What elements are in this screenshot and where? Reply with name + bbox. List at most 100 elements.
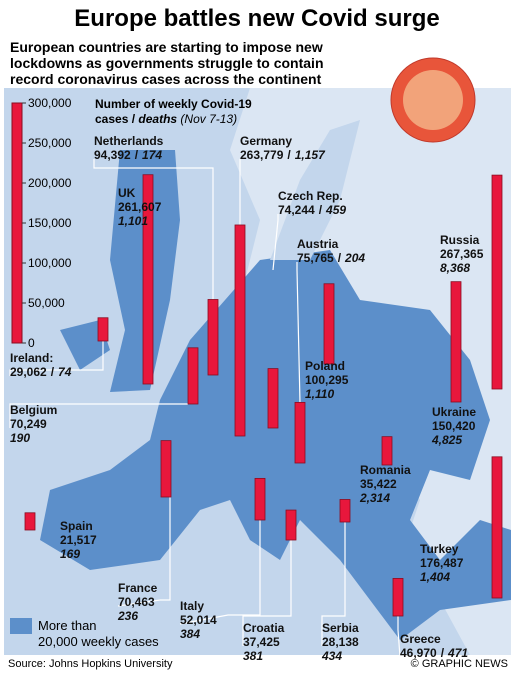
source: Source: Johns Hopkins University [8,658,173,670]
country-figures: 29,062 /74 [10,365,72,379]
legend-swatch [10,618,32,634]
country-name: Spain [60,519,93,533]
country-figures: 261,607 [118,200,162,214]
deaths-label: 2,314 [359,491,390,505]
scale-title: Number of weekly Covid-19 [95,97,252,111]
subtitle: European countries are starting to impos… [10,39,323,55]
country-figures: 21,517 [60,533,97,547]
case-bar [392,578,404,617]
case-bar [160,440,172,498]
scale-title: (Nov 7-13) [180,112,237,126]
scale-tick-label: 50,000 [28,296,65,310]
scale-tick-label: 150,000 [28,216,72,230]
deaths-label: 384 [180,627,200,641]
leader-line [117,497,171,607]
scale-bar [11,102,23,344]
deaths-label: 74 [58,365,72,379]
country-name: Germany [240,134,292,148]
deaths-label: 1,101 [118,214,148,228]
separator: / [319,203,323,217]
country-name: Belgium [10,403,57,417]
scale-tick-label: 0 [28,336,35,350]
country-name: Czech Rep. [278,189,343,203]
country-figures: 100,295 [305,373,349,387]
deaths-label: 1,110 [305,387,334,401]
leader-line [93,159,214,300]
deaths-label: 204 [344,251,365,265]
cases-label: 267,365 [440,247,484,261]
country-figures: 70,249 [10,417,47,431]
country-name: Romania [360,463,411,477]
country-name: Netherlands [94,134,164,148]
country-figures: 94,392 /174 [94,148,162,162]
cases-label: 75,765 [297,251,334,265]
country-figures: 74,244 /459 [278,203,346,217]
cases-label: 28,138 [322,635,359,649]
cases-label: 46,970 [400,646,437,660]
cases-label: 21,517 [60,533,97,547]
leader-line [321,522,346,646]
separator: / [441,646,445,660]
leader-line [242,540,292,646]
scale-tick-label: 250,000 [28,136,72,150]
subtitle: record coronavirus cases across the cont… [10,71,322,87]
case-bar [142,174,154,385]
country-name: Ireland: [10,351,53,365]
country-name: France [118,581,158,595]
country-figures: 75,765 /204 [297,251,365,265]
case-bar [24,512,36,531]
virus-icon [390,57,476,143]
country-figures: 150,420 [432,419,476,433]
deaths-label: 434 [321,649,342,663]
case-bar [234,224,246,437]
case-bar [450,281,462,403]
cases-label: 35,422 [360,477,397,491]
cases-label: 176,487 [420,556,464,570]
cases-label: 94,392 [94,148,131,162]
country-figures: 28,138 [322,635,359,649]
map-layer: 0 50,000 100,000 150,000 200,000 250,000 300,0… [9,96,503,663]
country-name: Greece [400,632,441,646]
country-name: Croatia [243,621,285,635]
separator: / [287,148,291,162]
country-name: Turkey [420,542,459,556]
scale-tick-label: 300,000 [28,96,72,110]
separator: / [51,365,55,379]
country-figures: 263,779/ 1,157 [240,148,326,162]
cases-label: 74,244 [278,203,315,217]
country-figures: 35,422 [360,477,397,491]
scale-title: deaths [138,112,177,126]
case-bar [491,456,503,599]
country-name: Serbia [322,621,359,635]
deaths-label: 1,404 [420,570,450,584]
cases-label: 261,607 [118,200,162,214]
country-figures: 176,487 [420,556,464,570]
case-bar [294,401,306,464]
scale-tick-label: 200,000 [28,176,72,190]
leader-line [9,403,188,428]
mainland-europe [40,250,511,640]
separator: / [135,148,139,162]
cases-label: 263,779 [240,148,284,162]
deaths-label: 381 [243,649,263,663]
country-name: UK [118,186,136,200]
country-name: Russia [440,233,480,247]
scale-title: cases / [95,112,136,126]
deaths-label: 459 [325,203,346,217]
deaths-label: 190 [10,431,30,445]
deaths-label: 4,825 [431,433,462,447]
case-bar [285,509,297,541]
cases-label: 100,295 [305,373,349,387]
country-figures: 46,970 /471 [400,646,468,660]
country-figures: 70,463 [118,595,155,609]
case-bar [323,283,335,365]
leader-line [179,520,261,625]
case-bar [97,317,109,342]
deaths-label: 471 [447,646,468,660]
deaths-label: 169 [60,547,80,561]
case-bar [207,299,219,376]
country-figures: 52,014 [180,613,217,627]
leader-line [296,262,301,404]
leader-line [397,616,401,658]
deaths-label: 8,368 [440,261,470,275]
